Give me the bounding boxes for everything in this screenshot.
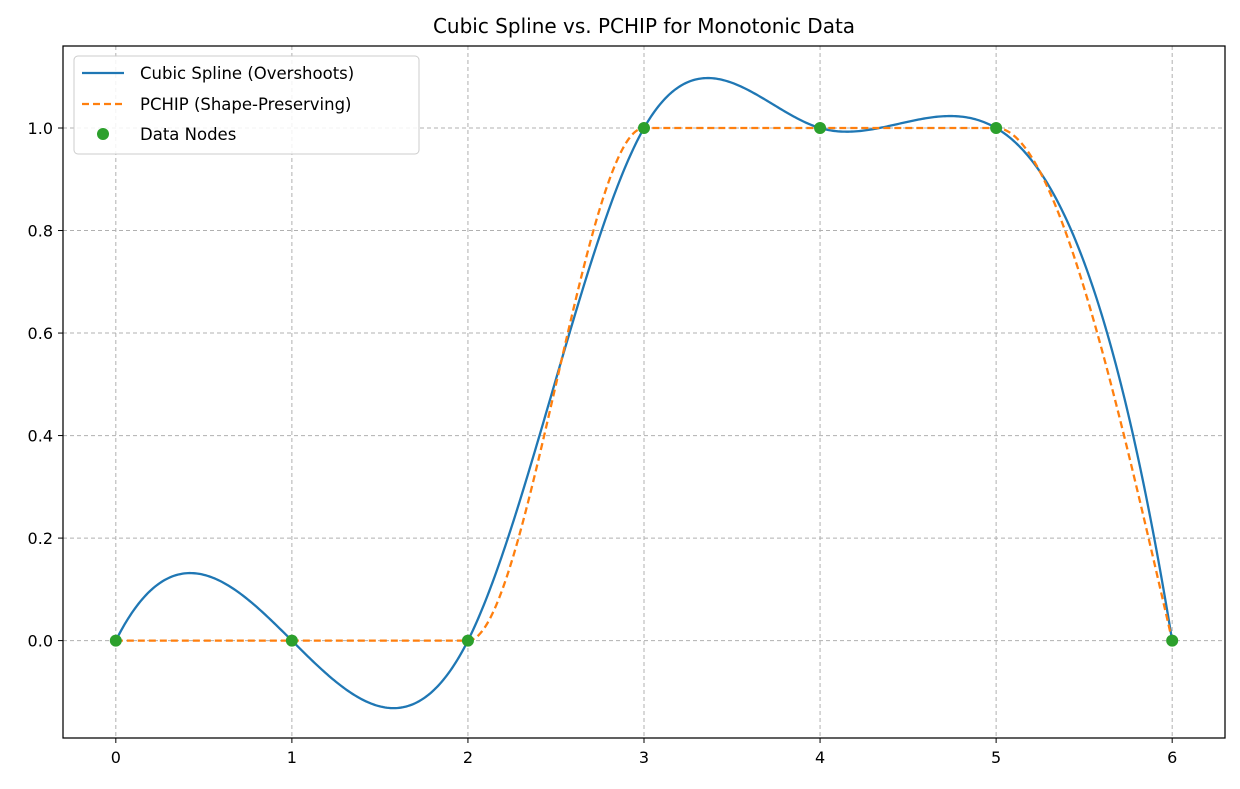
- legend-label: Cubic Spline (Overshoots): [140, 64, 354, 83]
- legend-label: PCHIP (Shape-Preserving): [140, 95, 351, 114]
- data-node-point: [109, 634, 122, 647]
- x-tick-label: 2: [463, 748, 473, 767]
- x-tick-label: 3: [639, 748, 649, 767]
- chart-title: Cubic Spline vs. PCHIP for Monotonic Dat…: [433, 14, 855, 38]
- legend: Cubic Spline (Overshoots) PCHIP (Shape-Pr…: [73, 55, 420, 155]
- legend-box: [73, 55, 420, 155]
- y-tick-label: 0.0: [28, 632, 53, 651]
- y-tick-label: 0.6: [28, 324, 53, 343]
- y-tick-label: 0.4: [28, 427, 53, 446]
- y-tick-label: 0.8: [28, 222, 53, 241]
- data-node-point: [638, 122, 650, 135]
- data-nodes: [109, 122, 1179, 647]
- y-tick-label: 0.2: [28, 529, 53, 548]
- data-node-point: [814, 122, 827, 135]
- axis-ticks: 0 1 2 3 4 5 6 0.0 0.2 0.4 0.6 0.8 1.0: [28, 119, 1178, 767]
- x-tick-label: 4: [815, 748, 825, 767]
- legend-label: Data Nodes: [140, 125, 236, 144]
- data-node-point: [1166, 634, 1179, 647]
- legend-swatch-data-nodes: [97, 128, 109, 140]
- x-tick-label: 0: [111, 748, 121, 767]
- x-tick-label: 1: [287, 748, 297, 767]
- data-node-point: [285, 634, 298, 647]
- y-tick-label: 1.0: [28, 119, 53, 138]
- data-node-point: [461, 634, 474, 647]
- data-node-point: [990, 122, 1003, 135]
- x-tick-label: 5: [991, 748, 1001, 767]
- x-tick-label: 6: [1167, 748, 1177, 767]
